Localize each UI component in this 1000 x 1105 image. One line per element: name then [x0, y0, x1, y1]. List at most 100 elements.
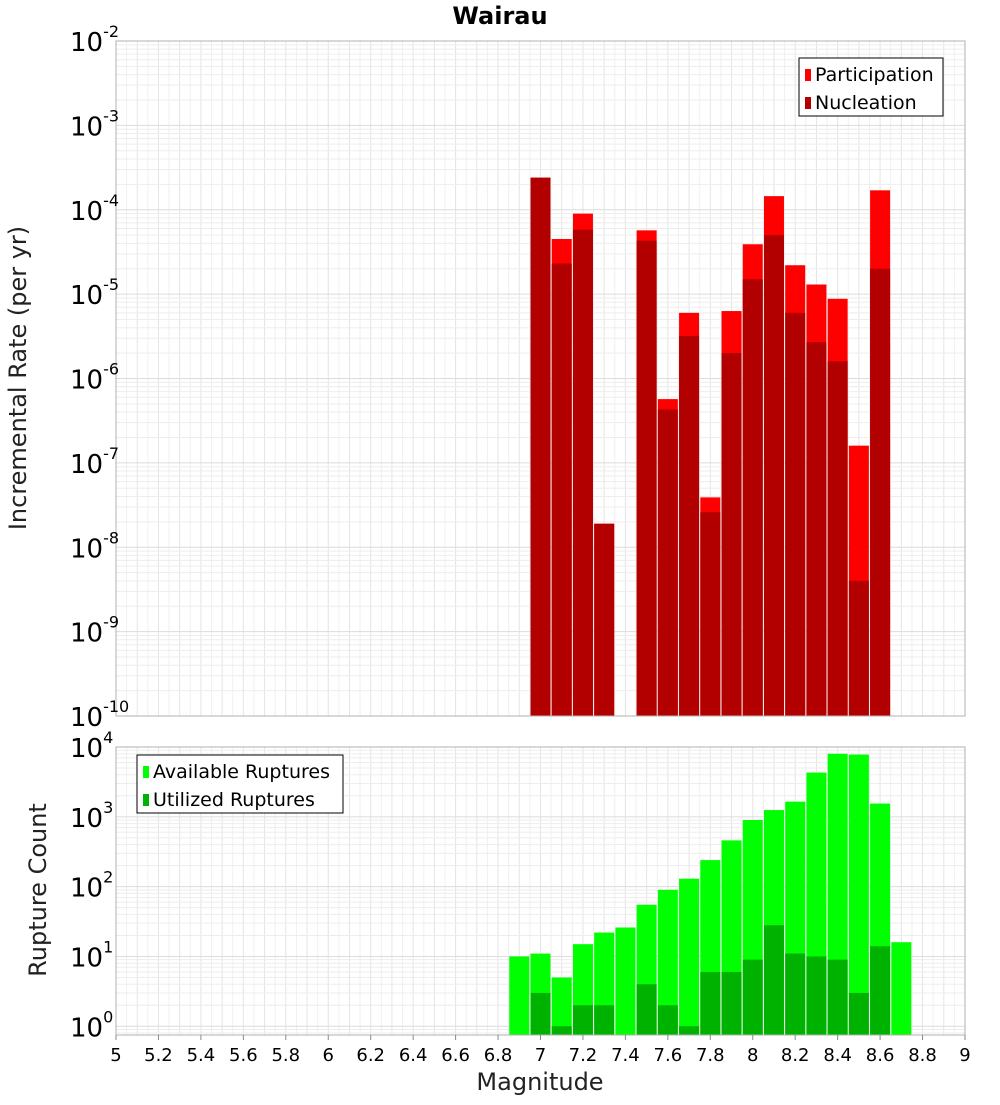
x-tick-label: 7: [535, 1045, 546, 1066]
y-tick-base: 10: [70, 197, 103, 227]
bar-nucleation: [870, 268, 891, 716]
bar-nucleation: [594, 523, 615, 716]
y-tick-label: 10-6: [70, 360, 119, 396]
y-tick-base: 10: [70, 804, 103, 834]
bar-utilized-ruptures: [636, 984, 657, 1035]
x-axis-label: Magnitude: [476, 1068, 603, 1096]
bar-utilized-ruptures: [742, 959, 763, 1035]
bar-nucleation: [785, 312, 806, 716]
bar-nucleation: [806, 342, 827, 716]
x-tick-label: 7.6: [654, 1045, 683, 1066]
bar-available-ruptures: [679, 878, 700, 1035]
bar-utilized-ruptures: [870, 946, 891, 1035]
y-tick-label: 10-9: [70, 613, 119, 649]
chart-title: Wairau: [452, 2, 547, 30]
y-tick-base: 10: [70, 874, 103, 904]
y-tick-base: 10: [70, 734, 103, 764]
y-tick-base: 10: [70, 366, 103, 396]
legend-label: Participation: [815, 64, 934, 86]
y-tick-base: 10: [70, 1013, 103, 1043]
bar-utilized-ruptures: [594, 1005, 615, 1035]
bar-nucleation: [763, 235, 784, 716]
y-tick-label: 10-2: [70, 22, 119, 58]
bar-nucleation: [572, 229, 593, 717]
bar-available-ruptures: [848, 754, 869, 1035]
bar-utilized-ruptures: [806, 956, 827, 1035]
bar-nucleation: [827, 361, 848, 716]
x-tick-label: 5.8: [271, 1045, 300, 1066]
top-plot: 10-1010-910-810-710-610-510-410-310-2Par…: [70, 22, 966, 733]
y-tick-label: 100: [70, 1007, 113, 1043]
y-tick-exponent: 2: [103, 868, 113, 887]
y-tick-exponent: -9: [103, 613, 119, 632]
bar-available-ruptures: [551, 977, 572, 1035]
x-tick-label: 8.2: [781, 1045, 810, 1066]
y-tick-exponent: 4: [103, 728, 113, 747]
legend-label: Available Ruptures: [153, 761, 330, 783]
y-tick-base: 10: [70, 281, 103, 311]
bar-utilized-ruptures: [530, 992, 551, 1035]
x-tick-label: 5.4: [187, 1045, 216, 1066]
y-tick-exponent: 0: [103, 1007, 113, 1026]
legend: Participation Nucleation: [798, 57, 944, 117]
bar-nucleation: [636, 240, 657, 717]
bar-utilized-ruptures: [763, 925, 784, 1035]
legend: Available Ruptures Utilized Ruptures: [136, 754, 344, 814]
x-tick-label: 6.8: [484, 1045, 513, 1066]
y-tick-exponent: -6: [103, 360, 119, 379]
y-tick-label: 101: [70, 937, 113, 973]
x-tick-label: 9: [959, 1045, 970, 1066]
y-tick-exponent: -8: [103, 528, 119, 547]
bar-nucleation: [700, 512, 721, 716]
y-tick-exponent: -10: [103, 697, 129, 716]
x-tick-label: 6: [323, 1045, 334, 1066]
bar-utilized-ruptures: [700, 971, 721, 1035]
legend-box: [798, 57, 944, 117]
x-tick-label: 7.2: [569, 1045, 598, 1066]
y-tick-exponent: -3: [103, 106, 119, 125]
y-tick-label: 10-8: [70, 528, 119, 564]
bar-utilized-ruptures: [721, 971, 742, 1035]
bar-nucleation: [721, 353, 742, 716]
x-tick-label: 5.2: [144, 1045, 173, 1066]
y-tick-label: 10-5: [70, 275, 119, 311]
bar-nucleation: [679, 335, 700, 716]
x-tick-label: 7.8: [696, 1045, 725, 1066]
y-tick-base: 10: [70, 28, 103, 58]
x-tick-label: 8: [747, 1045, 758, 1066]
top-y-axis-label: Incremental Rate (per yr): [4, 226, 32, 530]
y-tick-exponent: -4: [103, 191, 119, 210]
bar-nucleation: [530, 177, 551, 716]
y-tick-label: 10-7: [70, 444, 119, 480]
legend-box: [136, 754, 344, 814]
bar-utilized-ruptures: [827, 959, 848, 1035]
plot-frame: [115, 40, 966, 717]
bar-nucleation: [848, 580, 869, 716]
legend-swatch: [143, 766, 149, 778]
y-tick-base: 10: [70, 112, 103, 142]
y-tick-label: 102: [70, 868, 113, 904]
bar-utilized-ruptures: [572, 1005, 593, 1035]
y-tick-exponent: -2: [103, 22, 119, 41]
bar-available-ruptures: [657, 889, 678, 1035]
y-tick-exponent: -7: [103, 444, 119, 463]
bar-nucleation: [742, 279, 763, 716]
bar-utilized-ruptures: [657, 1005, 678, 1035]
bar-available-ruptures: [509, 956, 530, 1035]
y-tick-exponent: -5: [103, 275, 119, 294]
bar-utilized-ruptures: [848, 992, 869, 1035]
y-tick-label: 10-4: [70, 191, 119, 227]
legend-label: Nucleation: [815, 92, 917, 114]
y-tick-base: 10: [70, 943, 103, 973]
y-tick-label: 10-3: [70, 106, 119, 142]
bottom-y-axis-label: Rupture Count: [24, 803, 52, 977]
x-tick-label: 8.4: [823, 1045, 852, 1066]
bar-available-ruptures: [615, 927, 636, 1035]
x-tick-label: 8.8: [908, 1045, 937, 1066]
x-tick-label: 8.6: [866, 1045, 895, 1066]
legend-swatch: [805, 97, 811, 109]
bar-utilized-ruptures: [679, 1026, 700, 1035]
y-tick-label: 104: [70, 728, 113, 764]
